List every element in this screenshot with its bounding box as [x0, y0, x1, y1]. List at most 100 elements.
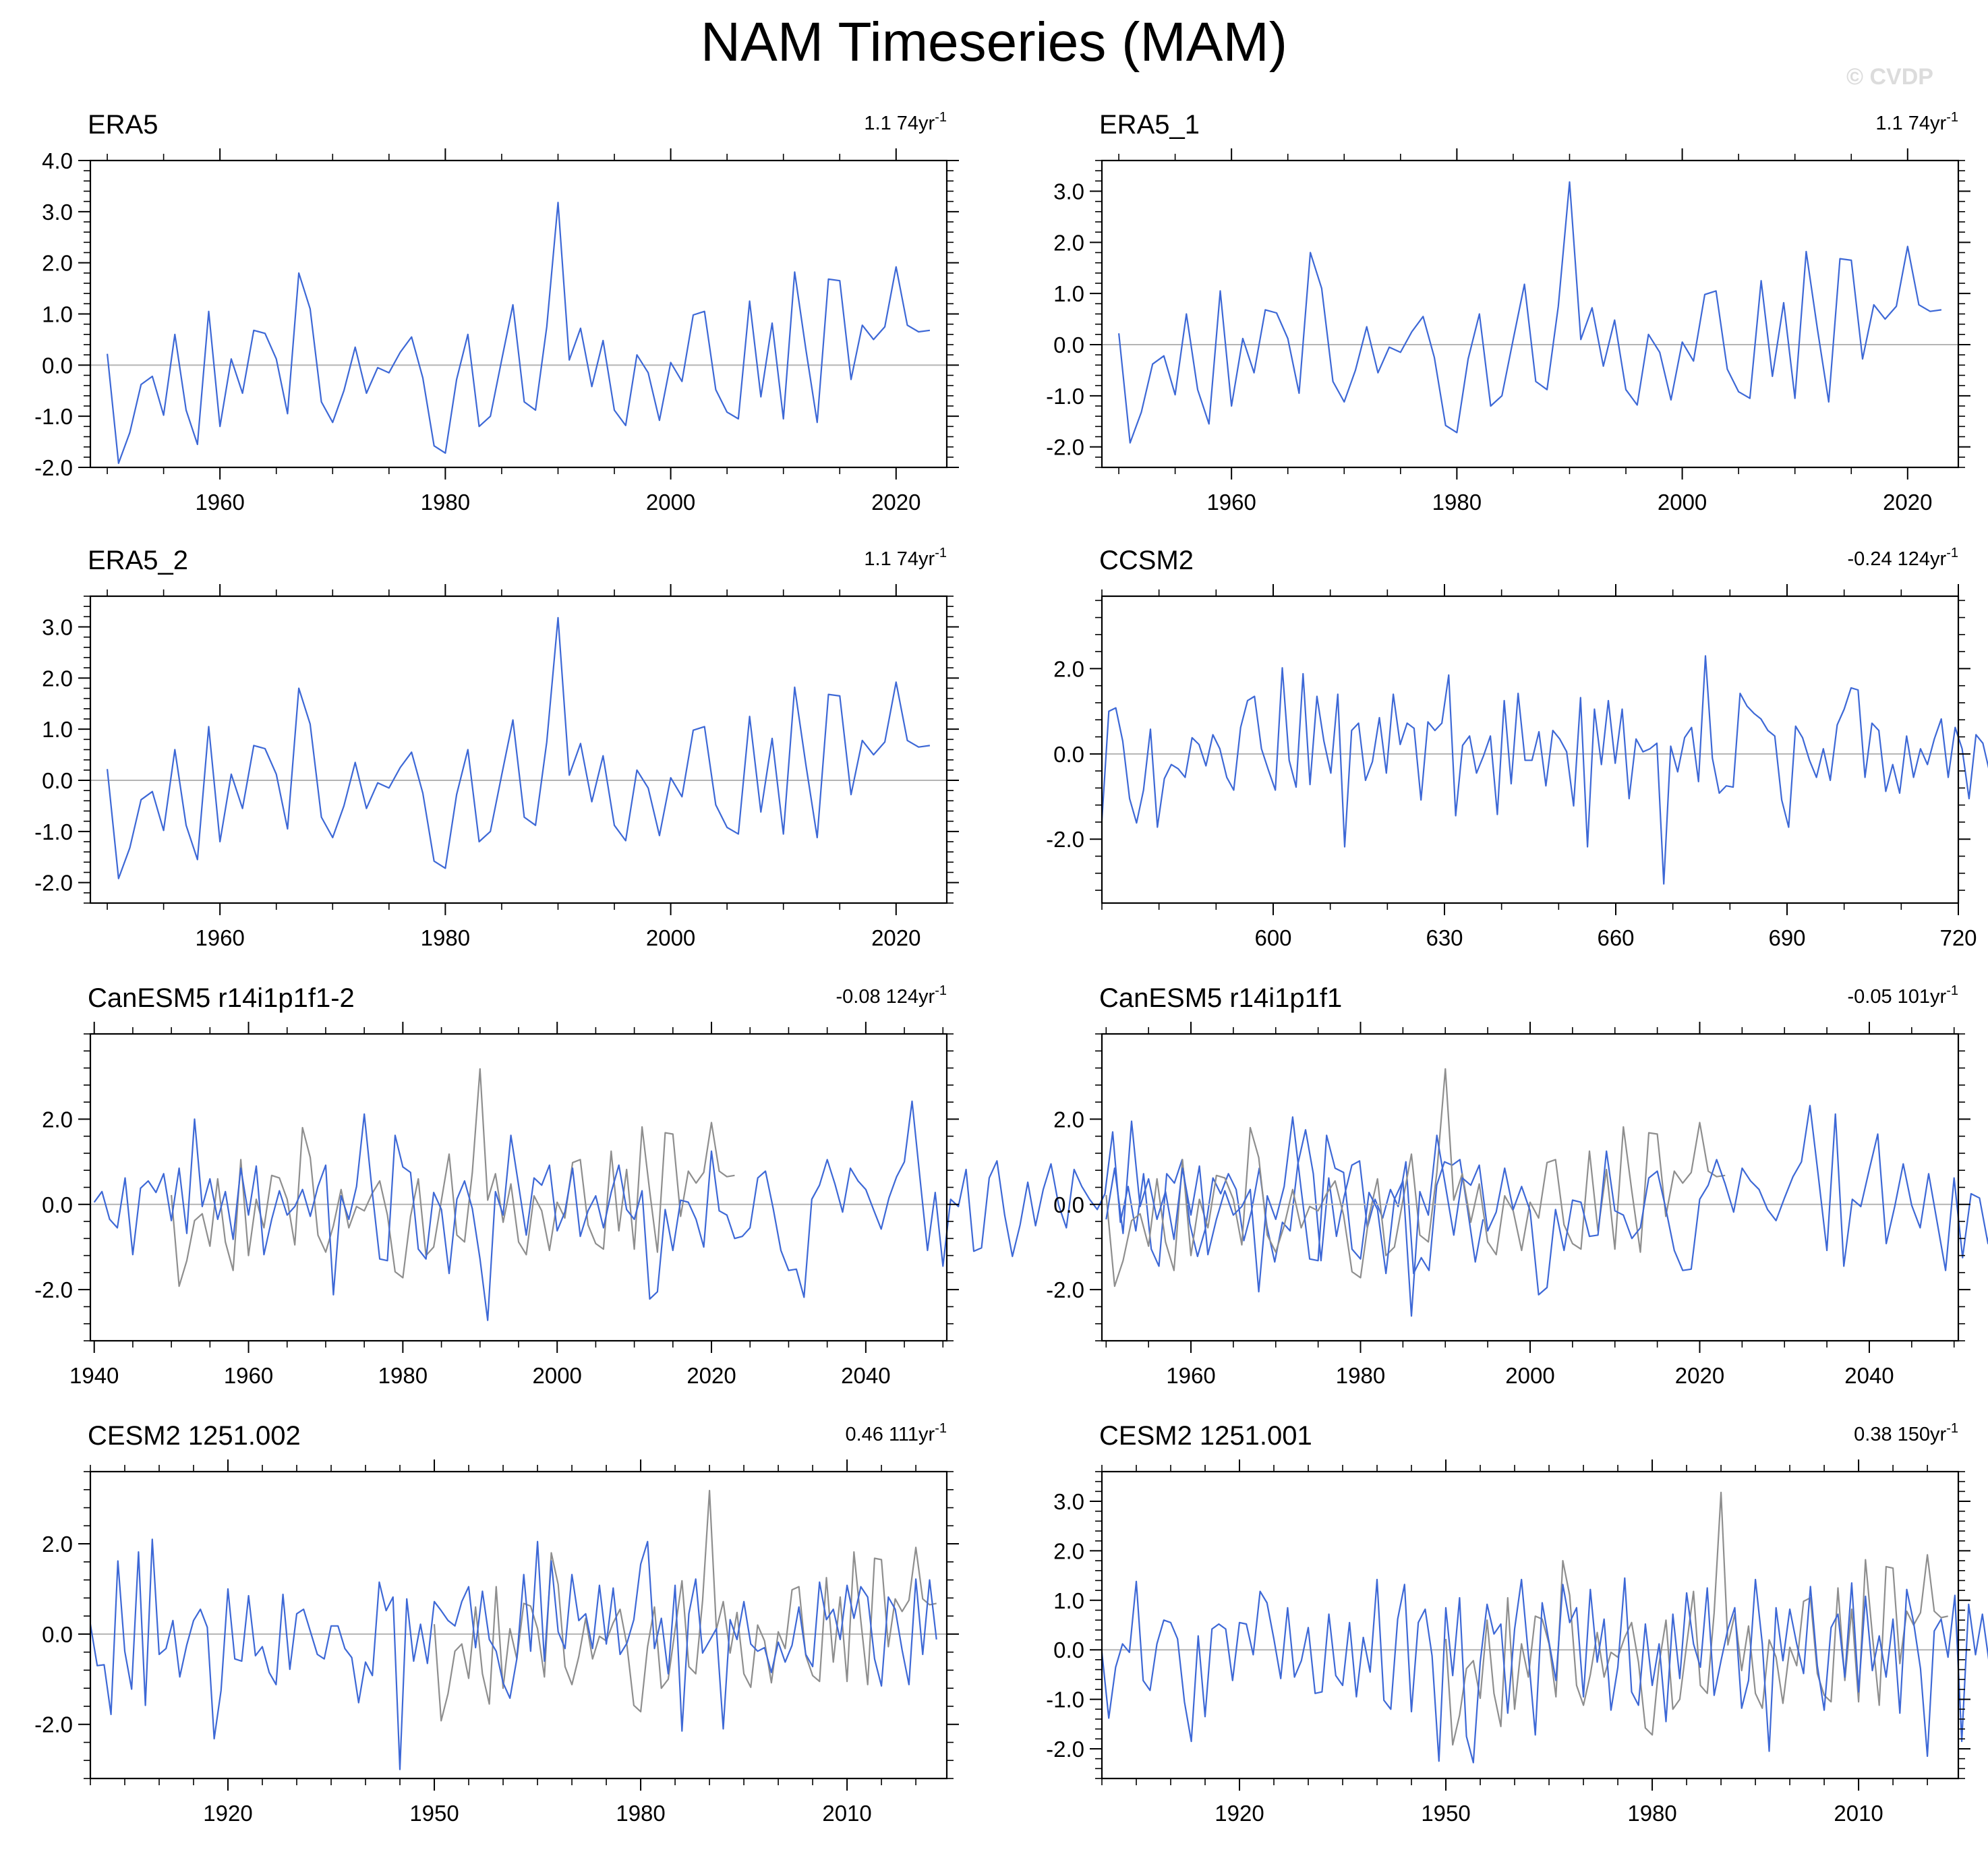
y-tick-label: -2.0 [1046, 1277, 1084, 1302]
copyright-watermark: © CVDP [1846, 64, 1933, 90]
x-tick-label: 1940 [69, 1363, 119, 1388]
model-series-line [107, 202, 931, 465]
x-tick-label: 2040 [1844, 1363, 1894, 1388]
x-tick-label: 2000 [646, 925, 695, 950]
y-tick-label: -1.0 [1046, 1687, 1084, 1712]
y-tick-label: 2.0 [1053, 656, 1084, 681]
plot-frame [1101, 1470, 1960, 1780]
chart-panel-7: -2.0 0.0 2.0 1920 1950 1980 2010 CESM2 1251.002… [34, 1421, 959, 1826]
y-tick-label: -1.0 [34, 404, 73, 429]
model-series-line [1105, 1105, 1988, 1317]
y-tick-label: 0.0 [42, 353, 73, 378]
x-tick-label: 720 [1939, 925, 1977, 950]
trend-annotation: 0.38 150yr-1 [1854, 1421, 1958, 1445]
x-tick-label: 1980 [616, 1801, 665, 1826]
y-tick-label: 1.0 [42, 717, 73, 742]
panel-title: CanESM5 r14i1p1f1-2 [88, 983, 355, 1013]
y-tick-label: 0.0 [1053, 1638, 1084, 1662]
panel-title: CESM2 1251.001 [1099, 1421, 1312, 1451]
x-tick-label: 2000 [1658, 490, 1707, 515]
x-tick-label: 690 [1768, 925, 1805, 950]
panel-title: ERA5_1 [1099, 110, 1200, 140]
panel-title: ERA5 [88, 110, 158, 140]
y-tick-label: 4.0 [42, 148, 73, 173]
x-tick-label: 2040 [841, 1363, 890, 1388]
x-tick-label: 630 [1426, 925, 1463, 950]
plot-frame [1101, 159, 1960, 469]
x-tick-label: 1960 [224, 1363, 273, 1388]
x-tick-label: 600 [1254, 925, 1291, 950]
y-tick-label: 0.0 [1053, 1192, 1084, 1217]
trend-annotation: -0.24 124yr-1 [1848, 546, 1959, 570]
x-tick-label: 1980 [421, 490, 470, 515]
x-tick-label: 1920 [1215, 1801, 1264, 1826]
y-tick-label: -1.0 [34, 819, 73, 844]
y-tick-label: 2.0 [1053, 1538, 1084, 1563]
trend-annotation: -0.08 124yr-1 [836, 983, 947, 1008]
model-series-line [107, 616, 931, 879]
x-tick-label: 2020 [871, 490, 920, 515]
x-tick-label: 1980 [421, 925, 470, 950]
y-tick-label: 2.0 [42, 1532, 73, 1557]
x-tick-label: 1980 [1627, 1801, 1676, 1826]
x-tick-label: 1950 [409, 1801, 459, 1826]
x-tick-label: 2010 [1834, 1801, 1883, 1826]
y-tick-label: -2.0 [1046, 827, 1084, 852]
x-tick-label: 2000 [1505, 1363, 1554, 1388]
chart-panel-3: -2.0 -1.0 0.0 1.0 2.0 3.0 1960 1980 2000 2020 ERA5… [34, 546, 959, 950]
y-tick-label: -2.0 [1046, 1737, 1084, 1762]
model-series-line [1101, 1577, 1988, 1764]
plot-frame [89, 1470, 948, 1780]
y-tick-label: 1.0 [42, 302, 73, 327]
y-tick-label: -2.0 [34, 1712, 73, 1737]
panel-title: ERA5_2 [88, 546, 188, 575]
y-tick-label: 1.0 [1053, 1588, 1084, 1613]
x-tick-label: 2020 [686, 1363, 736, 1388]
model-series-line [1118, 181, 1942, 444]
y-tick-label: 2.0 [1053, 230, 1084, 255]
plot-frame [1101, 1033, 1960, 1342]
x-tick-label: 1980 [1336, 1363, 1385, 1388]
panel-title: CanESM5 r14i1p1f1 [1099, 983, 1342, 1013]
chart-panel-6: -2.0 0.0 2.0 1960 1980 2000 2020 2040 CanESM5 r1… [1046, 983, 1988, 1388]
plot-frame [89, 595, 948, 904]
chart-panel-2: -2.0 -1.0 0.0 1.0 2.0 3.0 1960 1980 2000 2020 ERA5… [1046, 110, 1970, 515]
observed-series-line [1105, 1068, 1726, 1287]
y-tick-label: 0.0 [1053, 332, 1084, 357]
y-tick-label: 0.0 [42, 768, 73, 793]
y-tick-label: 0.0 [1053, 742, 1084, 767]
y-tick-label: 2.0 [1053, 1107, 1084, 1132]
y-tick-label: 3.0 [42, 615, 73, 640]
chart-panel-4: -2.0 0.0 2.0 600 630 660 690 720 CCSM2 -0.24 124y… [1046, 546, 1988, 950]
chart-panel-1: -2.0 -1.0 0.0 1.0 2.0 3.0 4.0 1960 1980 2000 2020 E… [34, 110, 959, 515]
y-tick-label: 2.0 [42, 251, 73, 276]
trend-annotation: 1.1 74yr-1 [864, 110, 947, 134]
chart-panel-8: -2.0 -1.0 0.0 1.0 2.0 3.0 1920 1950 1980 2010 CESM… [1046, 1421, 1988, 1826]
x-tick-label: 1920 [203, 1801, 252, 1826]
x-tick-label: 2020 [1675, 1363, 1724, 1388]
trend-annotation: 1.1 74yr-1 [864, 546, 947, 570]
x-tick-label: 2000 [646, 490, 695, 515]
x-tick-label: 1980 [378, 1363, 428, 1388]
trend-annotation: 0.46 111yr-1 [845, 1421, 947, 1445]
x-tick-label: 2010 [822, 1801, 871, 1826]
x-tick-label: 1960 [1206, 490, 1256, 515]
model-series-line [89, 1538, 937, 1770]
y-tick-label: -2.0 [34, 1277, 73, 1302]
x-tick-label: 1980 [1432, 490, 1482, 515]
y-tick-label: 3.0 [42, 200, 73, 225]
observed-series-line [433, 1490, 937, 1722]
y-tick-label: -1.0 [1046, 384, 1084, 409]
x-tick-label: 1950 [1421, 1801, 1470, 1826]
y-tick-label: 1.0 [1053, 281, 1084, 306]
x-tick-label: 1960 [1166, 1363, 1215, 1388]
observed-series-line [1444, 1491, 1948, 1746]
y-tick-label: -2.0 [34, 455, 73, 480]
observed-series-line [171, 1068, 735, 1287]
y-tick-label: 2.0 [42, 666, 73, 691]
x-tick-label: 2020 [1883, 490, 1932, 515]
x-tick-label: 2000 [532, 1363, 581, 1388]
chart-panel-5: -2.0 0.0 2.0 1940 1960 1980 2000 2020 2040 CanESM… [34, 983, 1484, 1388]
panel-title: CESM2 1251.002 [88, 1421, 301, 1451]
